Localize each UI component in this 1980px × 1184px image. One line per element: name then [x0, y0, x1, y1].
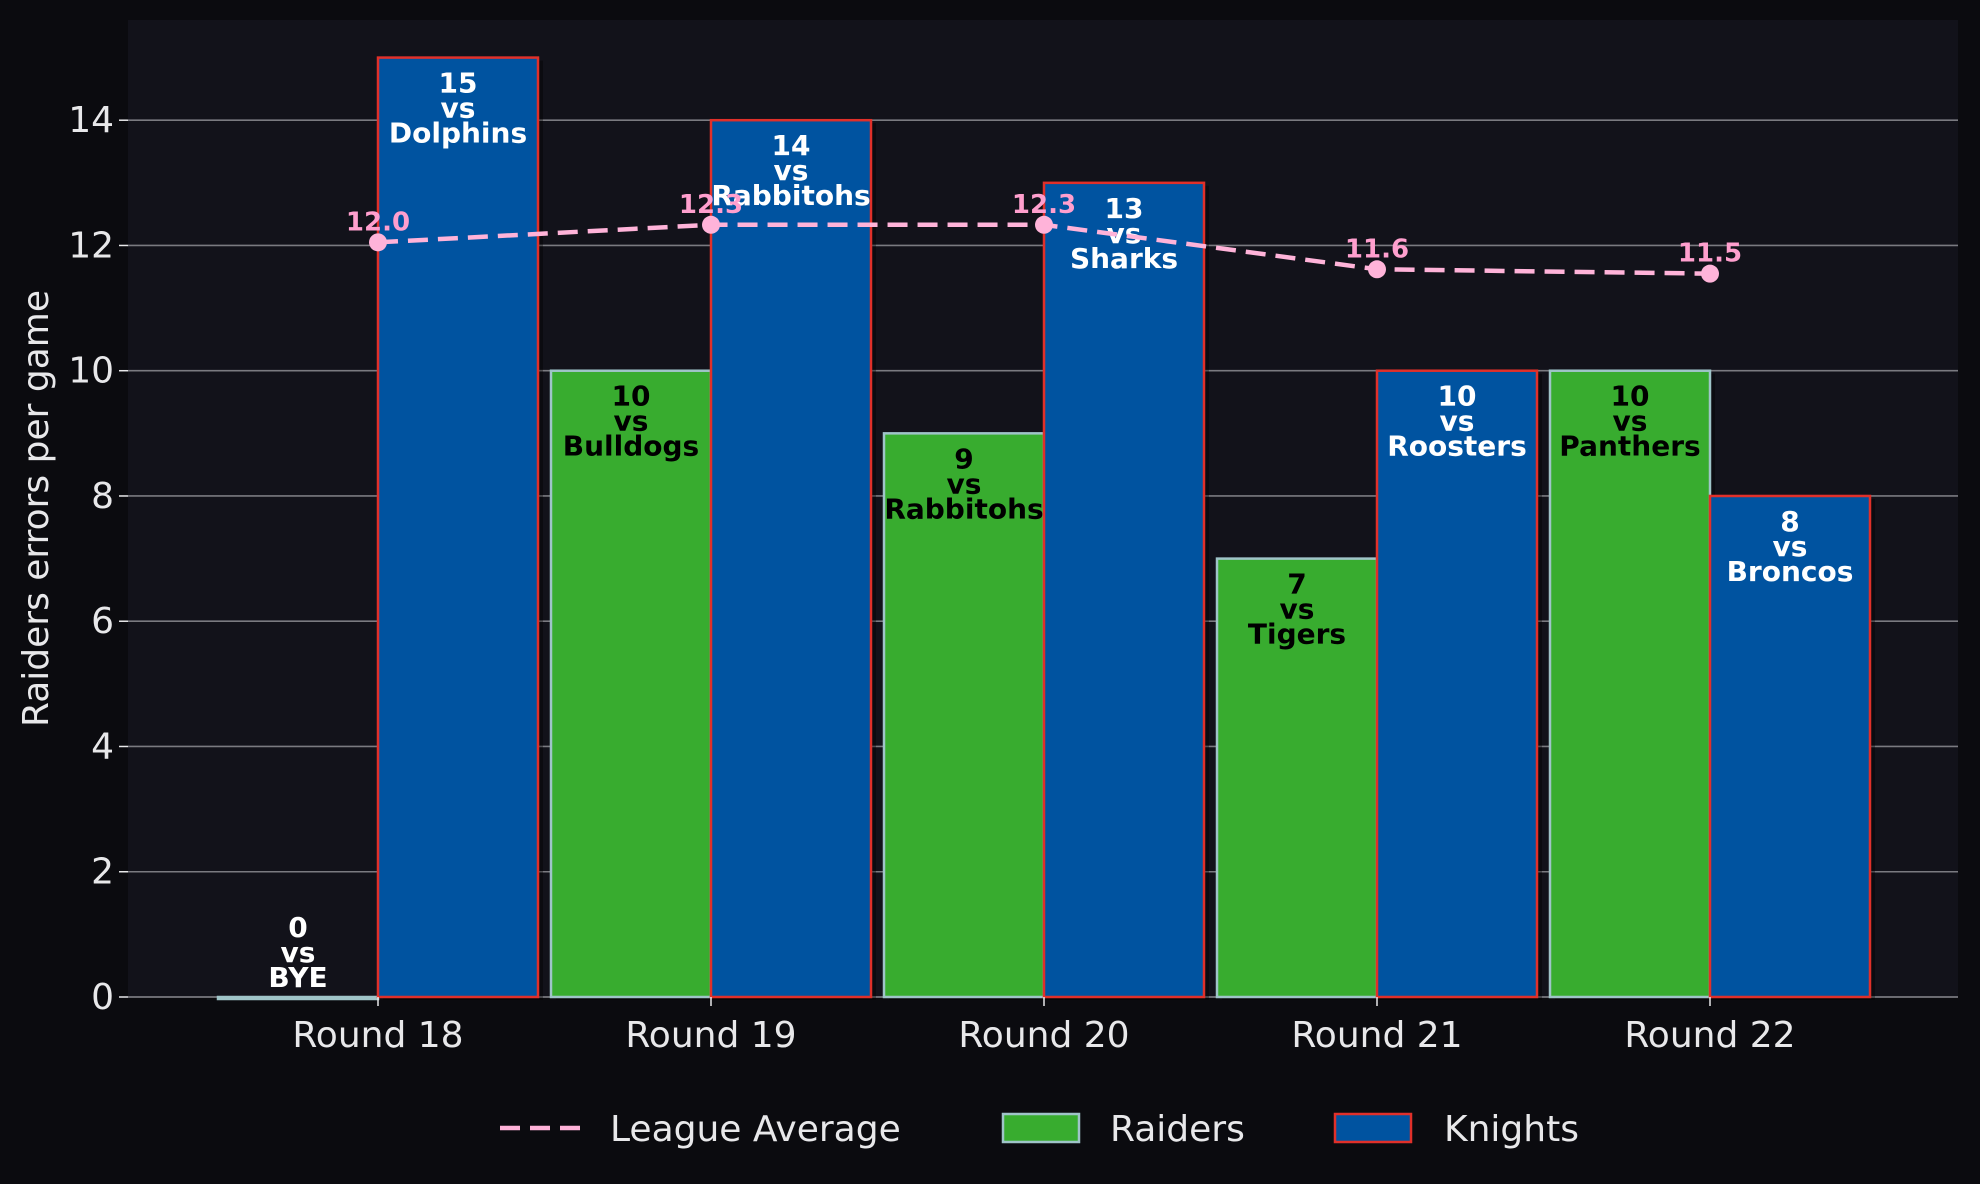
knights-bar-label: vs [441, 92, 476, 125]
league-average-point [1035, 215, 1053, 234]
knights-bar-label: Rabbitohs [711, 179, 870, 212]
y-axis-title: Raiders errors per game [16, 290, 57, 727]
x-tick-label: Round 20 [958, 1015, 1129, 1056]
raiders-bar-label: Rabbitohs [884, 492, 1043, 525]
raiders-bar-label: vs [1280, 593, 1315, 626]
x-tick-label: Round 18 [292, 1015, 463, 1056]
league-average-label: 11.6 [1345, 234, 1409, 264]
raiders-bar-label: vs [1613, 405, 1648, 438]
knights-bar [709, 118, 873, 999]
y-tick-label: 0 [91, 977, 114, 1018]
raiders-bar [1215, 557, 1379, 999]
y-tick-label: 14 [68, 100, 114, 141]
y-tick-label: 2 [91, 852, 114, 893]
knights-bar-label: Sharks [1070, 242, 1178, 275]
knights-bar-label: Dolphins [389, 117, 527, 150]
knights-bar-label: vs [1773, 530, 1808, 563]
knights-bar-label: vs [774, 154, 809, 187]
league-average-label: 12.3 [1012, 190, 1076, 220]
raiders-bar-label: Bulldogs [563, 430, 699, 463]
x-tick-label: Round 21 [1291, 1015, 1462, 1056]
league-average-point [1368, 260, 1386, 279]
x-tick-label: Round 22 [1624, 1015, 1795, 1056]
x-tick-label: Round 19 [625, 1015, 796, 1056]
league-average-label: 12.0 [346, 207, 410, 237]
knights-bar [1708, 494, 1872, 999]
raiders-bar-label: Panthers [1559, 430, 1700, 463]
y-tick-label: 12 [68, 225, 114, 266]
y-tick-label: 10 [68, 351, 114, 392]
knights-bar-label: Broncos [1727, 555, 1854, 588]
raiders-bar-label: vs [947, 467, 982, 500]
raiders-bar-label: 0 [288, 911, 307, 944]
y-tick-label: 4 [91, 726, 114, 767]
y-axis-ticks: 0 2 4 6 8 10 12 14 [68, 100, 128, 1018]
legend-label-raiders: Raiders [1110, 1109, 1245, 1150]
raiders-bar-label: 7 [1287, 568, 1306, 601]
legend-label-league-average: League Average [610, 1109, 901, 1150]
y-tick-label: 8 [91, 476, 114, 517]
knights-bar [1042, 181, 1206, 999]
knights-bar-label: 15 [439, 67, 478, 100]
raiders-bar-label: vs [281, 936, 316, 969]
x-axis-ticks: Round 18 Round 19 Round 20 Round 21 Round 22 [292, 997, 1796, 1056]
knights-bar [376, 56, 540, 999]
knights-bar-label: 14 [772, 129, 811, 162]
raiders-bar-label: BYE [268, 961, 327, 994]
legend: League Average Raiders Knights [500, 1109, 1579, 1150]
raiders-bar-label: vs [614, 405, 649, 438]
league-average-line: 12.0 12.3 12.3 11.6 11.5 [346, 190, 1742, 283]
knights-bar [1375, 369, 1539, 999]
raiders-bar-label: 10 [1611, 380, 1650, 413]
bars [216, 56, 1875, 1001]
league-average-point [1701, 264, 1719, 283]
league-average-label: 11.5 [1678, 239, 1742, 269]
raiders-bar [549, 369, 713, 999]
legend-swatch-raiders [1001, 1112, 1081, 1144]
league-average-point [369, 233, 387, 252]
knights-bar-label: vs [1440, 405, 1475, 438]
league-average-point [702, 215, 720, 234]
legend-label-knights: Knights [1444, 1109, 1579, 1150]
raiders-bar-label: 10 [612, 380, 651, 413]
knights-bar-label: 13 [1105, 192, 1144, 225]
y-tick-label: 6 [91, 601, 114, 642]
legend-swatch-knights [1333, 1112, 1413, 1144]
raiders-bar-label: 9 [954, 442, 973, 475]
knights-bar-label: 8 [1780, 505, 1799, 538]
league-average-label: 12.3 [679, 190, 743, 220]
knights-bar-label: Roosters [1387, 430, 1527, 463]
knights-bar-label: 10 [1438, 380, 1477, 413]
raiders-bar-label: Tigers [1248, 618, 1346, 651]
raiders-bar [882, 432, 1046, 999]
raiders-bar [216, 995, 380, 1001]
raiders-bar [1548, 369, 1712, 999]
